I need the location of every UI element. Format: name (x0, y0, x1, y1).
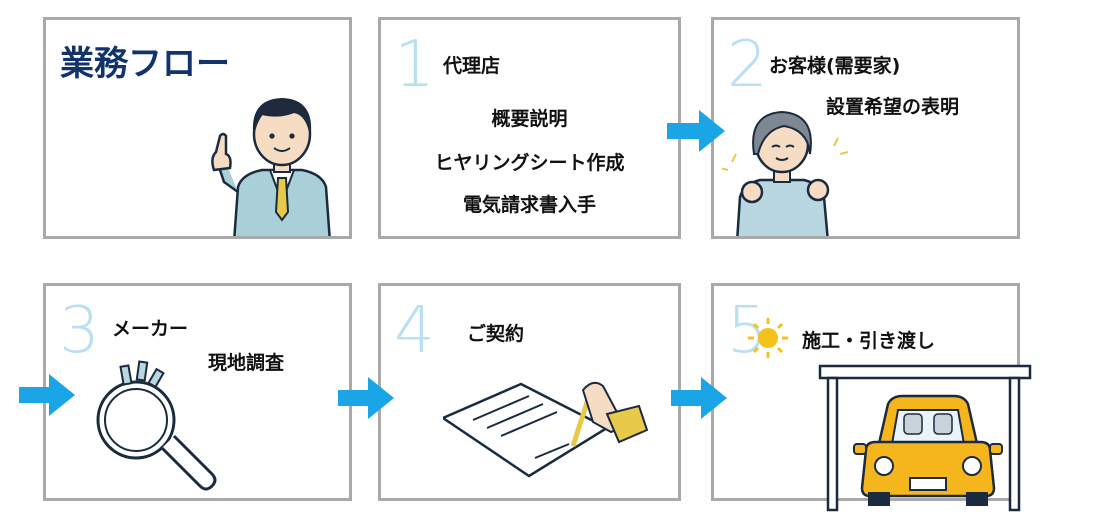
arrow-3-to-4 (338, 377, 394, 419)
step-2-number: 2 (727, 28, 768, 102)
businessman-illustration (211, 97, 331, 236)
step-2-panel: 2 お客様(需要家) 設置希望の表明 (711, 17, 1020, 239)
customer-woman-illustration (722, 110, 849, 236)
step-1-action-2: ヒヤリングシート作成 (434, 152, 625, 174)
step-4-panel: 4 ご契約 (378, 283, 681, 501)
step-3-action-1: 現地調査 (208, 352, 285, 374)
step-3-number: 3 (59, 294, 100, 368)
page-title: 業務フロー (60, 44, 230, 84)
title-panel: 業務フロー (43, 17, 352, 239)
step-2-actor: お客様(需要家) (769, 55, 901, 77)
arrow-1-to-2 (667, 110, 725, 152)
step-2-action-1: 設置希望の表明 (826, 96, 960, 118)
step-1-action-1: 概要説明 (491, 108, 568, 130)
step-1-actor: 代理店 (443, 55, 501, 77)
step-1-panel: 1 代理店 概要説明 ヒヤリングシート作成 電気請求書入手 (378, 17, 681, 239)
step-1-number: 1 (394, 28, 435, 102)
step-5-actor: 施工・引き渡し (802, 330, 936, 352)
step-4-actor: ご契約 (467, 323, 525, 345)
carport-car-illustration (818, 364, 1032, 512)
step-3-panel: 3 メーカー 現地調査 (43, 283, 352, 501)
arrow-4-to-5 (671, 377, 727, 419)
step-3-actor: メーカー (112, 318, 189, 340)
step-4-number: 4 (394, 294, 435, 368)
contract-signing-illustration (443, 381, 649, 478)
step-1-action-3: 電気請求書入手 (462, 194, 596, 216)
magnifier-illustration (96, 360, 217, 491)
arrow-into-3 (19, 374, 75, 416)
sun-icon (748, 318, 788, 358)
